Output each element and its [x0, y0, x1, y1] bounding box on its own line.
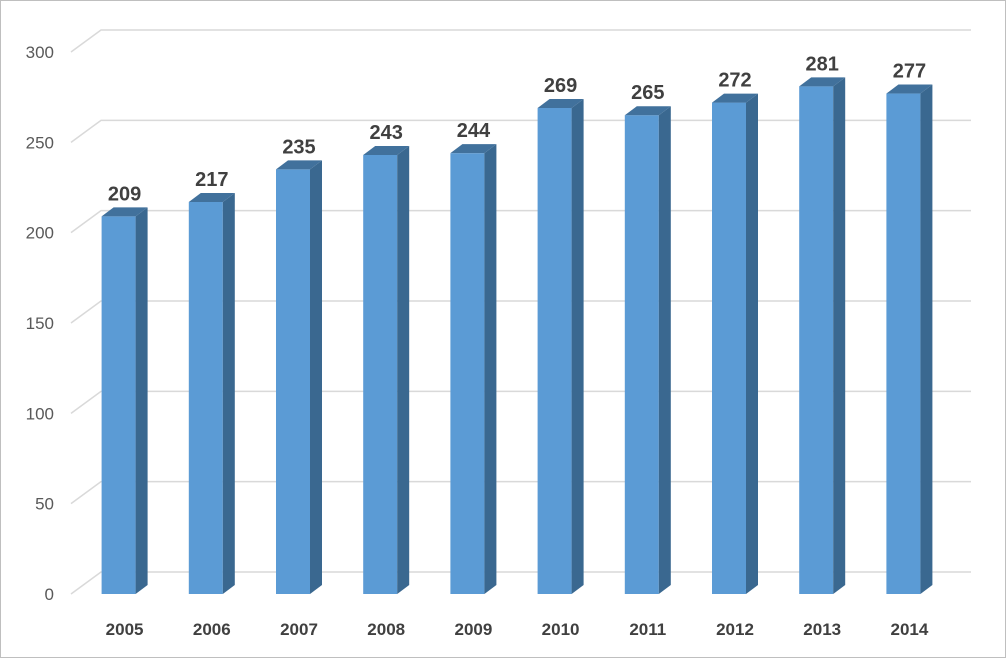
bar-top-face	[276, 160, 322, 170]
data-label: 217	[195, 169, 228, 191]
gridline	[70, 209, 971, 234]
bar-top-face	[188, 192, 235, 202]
bar-front-face	[537, 108, 572, 595]
bars	[101, 77, 933, 595]
bar-front-face	[450, 153, 485, 594]
bar-2011	[624, 106, 671, 594]
x-tick-label: 2006	[193, 620, 231, 639]
bar-front-face	[799, 86, 834, 595]
bar-top-face	[624, 106, 671, 116]
data-label: 277	[893, 61, 926, 83]
bar-top-face	[537, 99, 584, 109]
bar-front-face	[363, 154, 398, 595]
data-label: 243	[370, 122, 403, 144]
bar-side-face	[571, 99, 584, 595]
x-tick-label: 2010	[542, 620, 580, 639]
y-tick-label: 200	[26, 224, 54, 243]
bar-front-face	[886, 93, 921, 594]
bar-front-face	[712, 102, 746, 594]
data-label: 209	[108, 183, 141, 205]
bar-2005	[101, 207, 148, 594]
bar-side-face	[135, 207, 148, 594]
x-tick-label: 2009	[454, 620, 492, 639]
bar-side-face	[397, 145, 410, 595]
y-tick-label: 50	[35, 495, 54, 514]
x-tick-label: 2005	[106, 620, 144, 639]
bar-side-face	[222, 192, 235, 594]
y-tick-label: 0	[45, 585, 54, 604]
bar-front-face	[188, 201, 223, 594]
y-tick-label: 150	[26, 314, 54, 333]
y-tick-label: 250	[26, 133, 54, 152]
y-tick-label: 300	[26, 43, 54, 62]
bar-2010	[537, 99, 584, 595]
gridline	[70, 571, 971, 595]
bar-side-face	[920, 84, 933, 594]
bar-top-face	[886, 84, 933, 94]
gridline	[70, 29, 971, 53]
y-tick-label: 100	[26, 404, 54, 423]
bar-front-face	[624, 115, 659, 594]
bar-side-face	[484, 144, 497, 594]
bar-side-face	[658, 106, 671, 594]
bar-top-face	[363, 145, 410, 155]
x-tick-label: 2008	[367, 620, 405, 639]
bar-side-face	[833, 77, 846, 595]
bar-front-face	[101, 216, 136, 594]
data-label: 269	[544, 75, 577, 97]
bar-2007	[276, 160, 322, 594]
data-label: 265	[631, 82, 664, 104]
gridline	[70, 119, 971, 143]
x-tick-label: 2013	[803, 620, 841, 639]
gridline	[70, 300, 971, 324]
bar-top-face	[101, 207, 148, 217]
bar-2006	[188, 192, 235, 594]
x-tick-label: 2007	[280, 620, 318, 639]
data-label: 281	[806, 53, 839, 75]
bar-front-face	[276, 169, 310, 594]
data-label: 244	[457, 120, 491, 142]
gridlines	[70, 29, 971, 595]
gridline	[70, 390, 971, 414]
data-label: 272	[718, 70, 751, 92]
bar-side-face	[746, 93, 758, 594]
y-axis-ticks: 0 50 100 150 200 250 300	[26, 43, 54, 604]
data-labels: 209 217 235 243 244 269 265 272 281 277	[108, 53, 926, 205]
bar-top-face	[450, 144, 497, 154]
bar-side-face	[310, 160, 322, 594]
x-tick-label: 2014	[890, 620, 928, 639]
bar-2014	[886, 84, 933, 594]
bar-2009	[450, 144, 497, 594]
x-tick-label: 2012	[716, 620, 754, 639]
gridline	[70, 480, 971, 505]
bar-top-face	[712, 93, 758, 103]
bar-2012	[712, 93, 758, 594]
data-label: 235	[282, 136, 315, 158]
x-axis-ticks: 2005 2006 2007 2008 2009 2010 2011 2012 2013 2014	[106, 620, 929, 639]
x-tick-label: 2011	[629, 620, 666, 639]
bar-2013	[799, 77, 846, 595]
bar-top-face	[799, 77, 846, 87]
bar-2008	[363, 145, 410, 595]
